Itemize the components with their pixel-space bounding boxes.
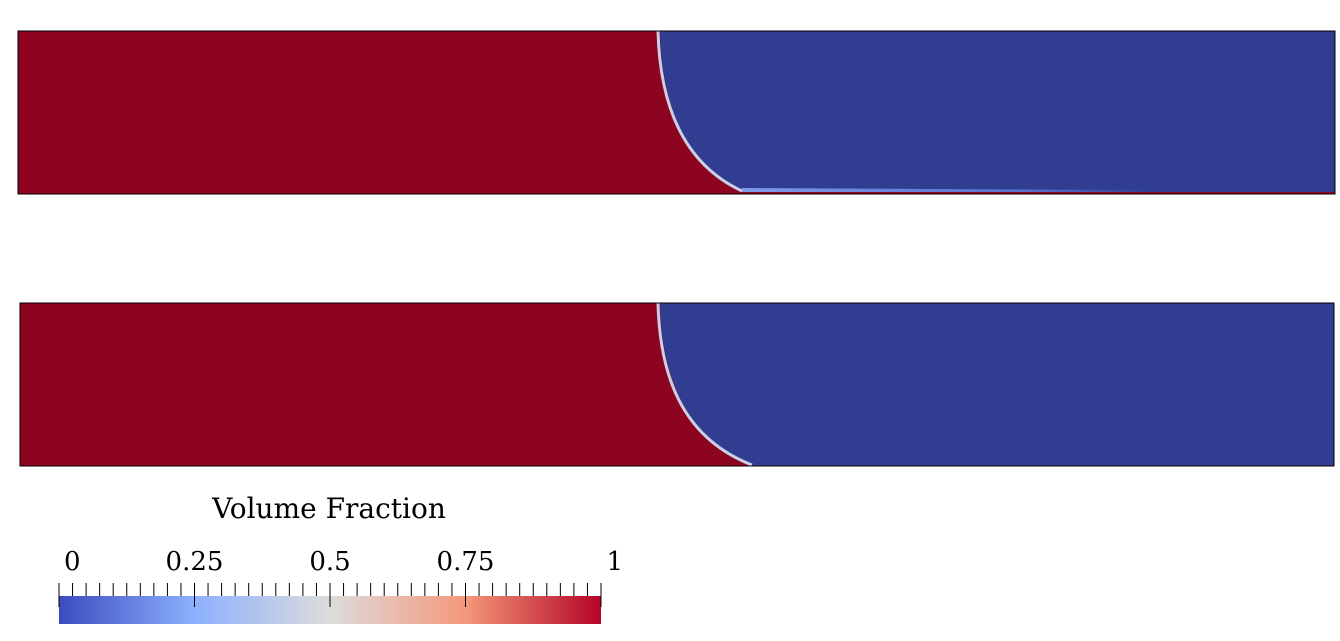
tick-label: 0.5 — [309, 547, 350, 577]
tick-label: 0 — [64, 547, 81, 577]
gas-region — [660, 303, 1334, 466]
tick-label: 0.25 — [166, 547, 224, 577]
colorbar: Volume Fraction 0 0.25 0.5 0.75 1 — [58, 492, 623, 624]
tick-label: 1 — [606, 547, 623, 577]
panel-border — [19, 302, 1335, 467]
gas-region — [660, 31, 1335, 192]
interface — [656, 30, 743, 193]
top-panel — [17, 30, 1336, 195]
colorbar-title: Volume Fraction — [211, 492, 446, 525]
thin-film — [742, 188, 1150, 192]
bottom-panel — [19, 302, 1335, 467]
interface — [656, 302, 753, 467]
panel-border — [17, 30, 1336, 195]
minor-ticks — [58, 583, 602, 596]
tick-label: 0.75 — [437, 547, 495, 577]
